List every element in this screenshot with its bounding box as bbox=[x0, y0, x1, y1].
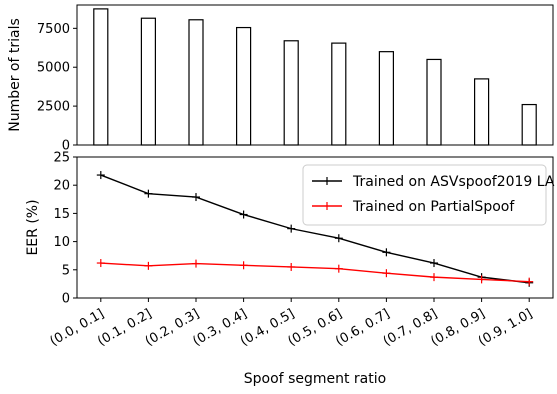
series-0-point-5 bbox=[334, 234, 343, 243]
legend-item-1: Trained on PartialSpoof bbox=[312, 199, 515, 215]
line-series-group bbox=[96, 171, 534, 287]
series-line-0 bbox=[100, 174, 530, 284]
legend: Trained on ASVspoof2019 LA Trained on Par… bbox=[302, 164, 555, 226]
line-chart-panel: 0 5 10 15 20 25 (0.0, 0.1](0.1, 0.2](0.2, 0.3… bbox=[25, 151, 555, 388]
line-chart-y-tick-label: 10 bbox=[53, 235, 70, 250]
bar-4 bbox=[283, 40, 299, 146]
bar-chart-y-axis-label: Number of trials bbox=[7, 18, 23, 132]
x-axis-label: Spoof segment ratio bbox=[244, 371, 386, 387]
bar-group bbox=[93, 8, 537, 146]
legend-label: Trained on ASVspoof2019 LA bbox=[352, 174, 555, 190]
bar-chart-y-tick-label: 7500 bbox=[37, 22, 70, 37]
series-1-point-7 bbox=[430, 273, 438, 282]
bar-0 bbox=[93, 8, 109, 146]
bar-2 bbox=[188, 19, 204, 146]
line-chart-y-tick-label: 0 bbox=[62, 292, 70, 307]
bar-chart-y-ticks: 0 2500 5000 7500 bbox=[37, 22, 77, 154]
bar-1 bbox=[140, 17, 156, 146]
legend-label: Trained on PartialSpoof bbox=[352, 199, 515, 215]
legend-item-0: Trained on ASVspoof2019 LA bbox=[312, 174, 555, 190]
series-0-point-2 bbox=[192, 193, 200, 202]
series-0-point-0 bbox=[96, 171, 105, 180]
line-chart-y-axis-label: EER (%) bbox=[25, 199, 41, 255]
series-0-point-7 bbox=[430, 259, 438, 268]
line-chart-y-tick-label: 25 bbox=[53, 151, 70, 166]
line-chart-y-tick-label: 5 bbox=[62, 263, 70, 278]
series-line-1 bbox=[100, 262, 530, 283]
bar-6 bbox=[378, 51, 394, 146]
series-1-point-5 bbox=[334, 264, 343, 273]
x-tick-label: (0.9, 1.0] bbox=[476, 306, 535, 349]
bar-9 bbox=[521, 103, 537, 146]
series-1-point-2 bbox=[192, 259, 200, 268]
series-0-point-1 bbox=[144, 189, 153, 198]
series-1-point-6 bbox=[382, 269, 391, 278]
bar-chart-frame bbox=[76, 4, 554, 146]
bar-5 bbox=[331, 42, 347, 146]
line-chart-y-tick-label: 20 bbox=[53, 179, 70, 194]
bar-chart-y-tick-label: 5000 bbox=[37, 61, 70, 76]
legend-box bbox=[302, 164, 547, 226]
bar-chart-y-tick-label: 0 bbox=[62, 139, 70, 154]
bar-chart-panel: 0 2500 5000 7500 Number of trials bbox=[7, 4, 554, 154]
line-chart-y-tick-label: 15 bbox=[53, 207, 70, 222]
series-1-point-8 bbox=[477, 275, 486, 284]
series-1-point-0 bbox=[96, 259, 105, 268]
bar-8 bbox=[474, 78, 490, 146]
bar-7 bbox=[426, 58, 442, 146]
line-chart-x-ticks: (0.0, 0.1](0.1, 0.2](0.2, 0.3](0.3, 0.4]… bbox=[48, 298, 535, 349]
series-0-point-6 bbox=[382, 248, 391, 257]
bar-3 bbox=[236, 26, 252, 146]
series-1-point-1 bbox=[144, 261, 153, 270]
series-1-point-3 bbox=[239, 261, 248, 270]
line-chart-y-ticks: 0 5 10 15 20 25 bbox=[53, 151, 77, 307]
series-1-point-4 bbox=[287, 262, 296, 271]
series-0-point-3 bbox=[239, 210, 248, 219]
bar-chart-y-tick-label: 2500 bbox=[37, 100, 70, 115]
line-chart-frame bbox=[76, 156, 554, 299]
series-0-point-4 bbox=[287, 224, 296, 233]
series-1-point-9 bbox=[525, 277, 534, 286]
